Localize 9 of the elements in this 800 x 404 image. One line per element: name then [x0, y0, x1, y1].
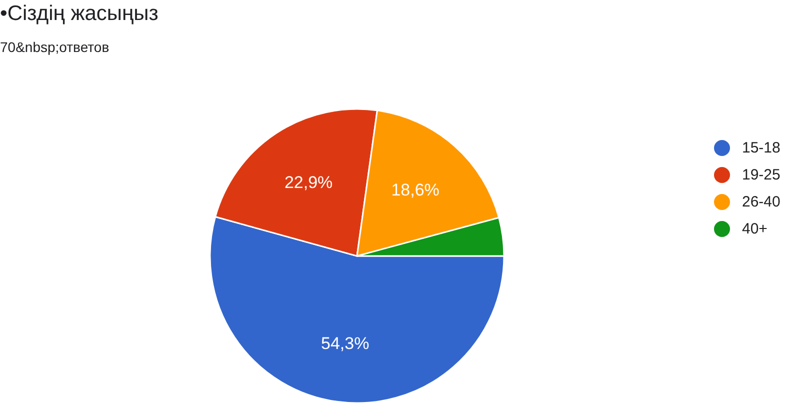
data-label: 18,6%: [391, 180, 440, 200]
legend-label: 15-18: [742, 140, 780, 156]
chart-title: •Сіздің жасыңыз: [0, 2, 158, 25]
legend-label: 40+: [742, 220, 768, 238]
text: 70&nbsp;ответов: [0, 39, 110, 55]
legend-label: 26-40: [742, 194, 780, 210]
data-label: 22,9%: [284, 172, 333, 192]
legend-label: 19-25: [742, 166, 780, 184]
data-label: 54,3%: [321, 334, 370, 353]
